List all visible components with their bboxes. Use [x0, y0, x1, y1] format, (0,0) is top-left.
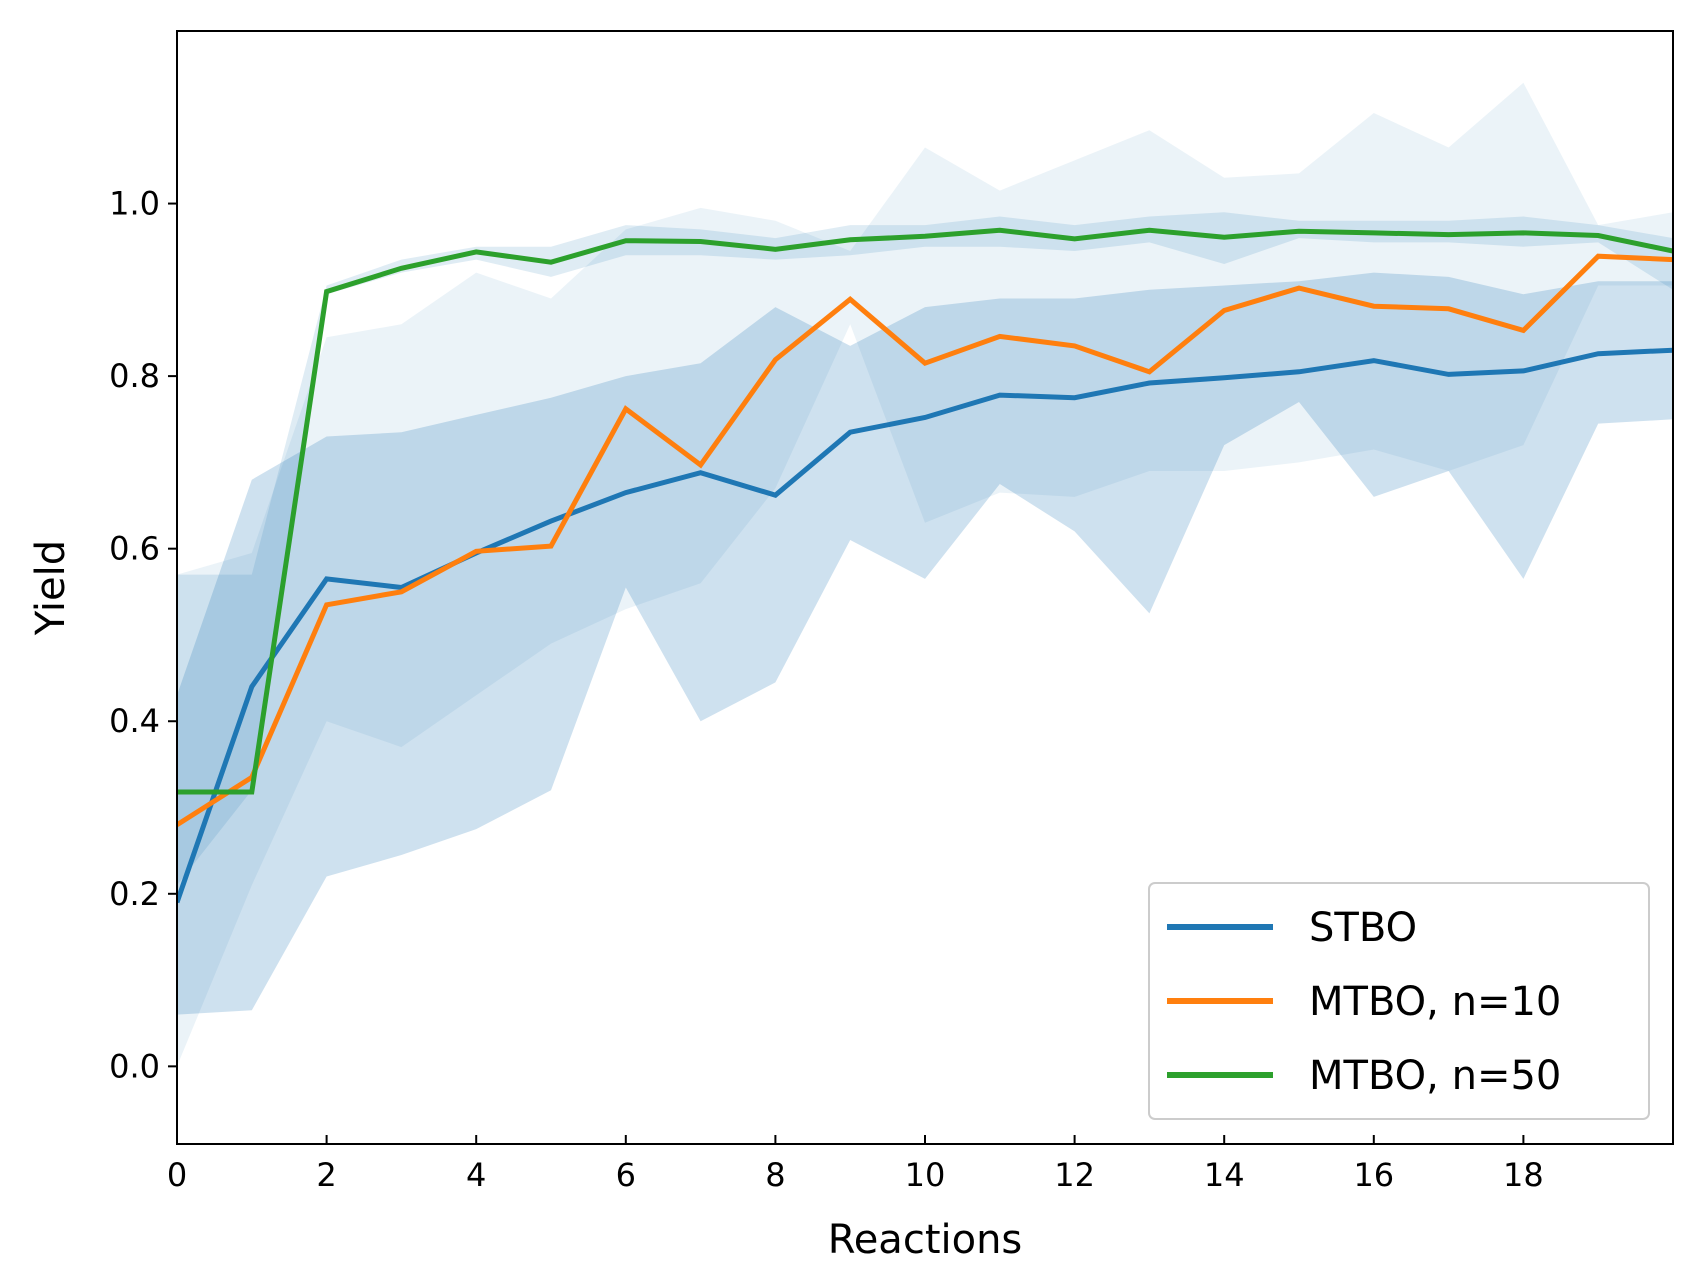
x-tick-label: 10 — [905, 1156, 946, 1194]
x-tick-label: 12 — [1054, 1156, 1095, 1194]
band-series-2 — [177, 82, 1673, 1067]
y-tick-label: 1.0 — [109, 185, 160, 223]
confidence-bands — [177, 82, 1673, 1067]
y-axis-label: Yield — [28, 540, 74, 636]
x-tick-label: 8 — [765, 1156, 785, 1194]
x-tick-label: 0 — [167, 1156, 187, 1194]
band-series-1 — [177, 272, 1673, 1015]
x-tick-label: 4 — [466, 1156, 486, 1194]
x-tick-label: 16 — [1353, 1156, 1394, 1194]
line-series-3 — [177, 227, 1673, 795]
y-tick-label: 0.6 — [109, 530, 160, 568]
y-tick-label: 0.0 — [109, 1047, 160, 1085]
x-tick-label: 2 — [316, 1156, 336, 1194]
x-tick-label: 18 — [1503, 1156, 1544, 1194]
line-series-2 — [177, 253, 1673, 827]
x-axis-label: Reactions — [828, 1217, 1023, 1263]
y-tick-label: 0.4 — [109, 702, 160, 740]
legend: STBO MTBO, n=10 MTBO, n=50 — [1148, 882, 1650, 1120]
legend-label-1: STBO — [1309, 905, 1417, 951]
legend-box — [1148, 882, 1650, 1120]
y-tick-label: 0.8 — [109, 357, 160, 395]
x-tick-label: 6 — [616, 1156, 636, 1194]
series-lines — [177, 227, 1673, 904]
x-tick-label: 14 — [1204, 1156, 1245, 1194]
x-axis-ticks: 0 2 4 6 8 10 12 14 16 18 — [167, 1135, 1544, 1194]
legend-label-2: MTBO, n=10 — [1309, 979, 1561, 1025]
y-axis-ticks: 0.0 0.2 0.4 0.6 0.8 1.0 — [109, 185, 177, 1085]
y-tick-label: 0.2 — [109, 875, 160, 913]
legend-label-3: MTBO, n=50 — [1309, 1053, 1561, 1099]
